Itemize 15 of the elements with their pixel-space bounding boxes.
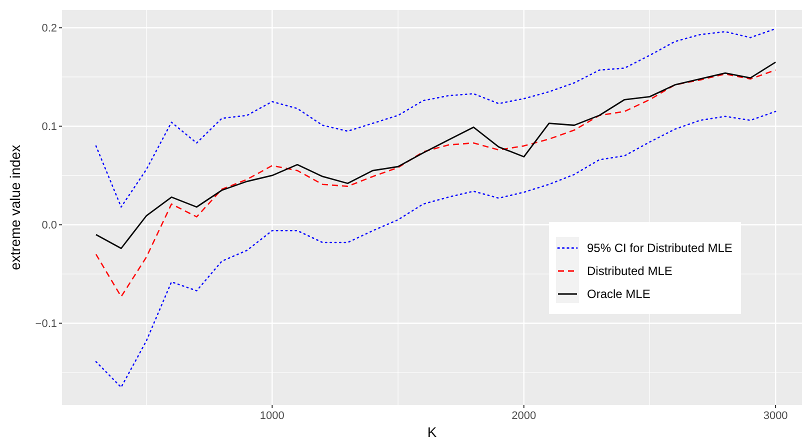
y-tick-label: 0.0 [42,220,57,232]
x-tick-label: 3000 [763,410,788,422]
legend-label: Oracle MLE [587,287,650,302]
x-axis-title: K [427,424,438,439]
y-tick-label: 0.1 [42,121,57,134]
y-tick-label: 0.2 [42,22,57,35]
legend-label: Distributed MLE [587,264,672,278]
y-tick-label: −0.1 [35,318,57,330]
x-tick-label: 2000 [512,410,536,422]
y-axis-title: extreme value index [7,144,23,270]
line-series [95,28,776,208]
line-series [95,69,776,298]
legend-label: 95% CI for Distributed MLE [587,241,732,256]
line-series [95,110,776,388]
x-tick-label: 1000 [260,410,284,422]
